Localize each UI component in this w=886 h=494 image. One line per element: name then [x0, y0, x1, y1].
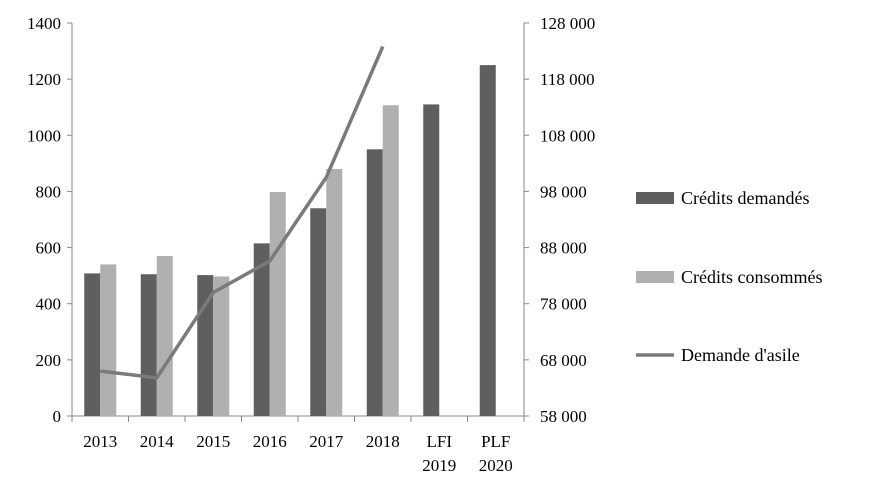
tick-labels: 0 200 400 600 800 1000 1200 1400 58 000 68 000 78 … [27, 14, 595, 475]
x-tick-label-line: 2015 [196, 432, 230, 451]
x-tick-label-line: 2017 [309, 432, 344, 451]
left-tick-label: 1200 [27, 70, 61, 89]
left-tick-label: 1000 [27, 126, 61, 145]
bar-credits-consommes [382, 105, 399, 417]
right-tick-label: 128 000 [540, 14, 595, 33]
bar-credits-consommes [156, 255, 173, 416]
bar-credits-consommes [100, 264, 117, 416]
bar-credits-demandes [310, 208, 327, 416]
x-tick-label: 2015 [196, 432, 230, 451]
left-tick-label: 0 [53, 407, 62, 426]
left-tick-label: 400 [36, 295, 62, 314]
legend-swatch [636, 192, 674, 204]
right-tick-label: 78 000 [540, 295, 587, 314]
x-tick-label-line: 2019 [422, 456, 456, 475]
legend: Crédits demandés Crédits consommés Demande… [636, 188, 823, 365]
lines [100, 45, 385, 380]
legend-label: Demande d'asile [681, 345, 800, 365]
x-tick-label: 2018 [366, 432, 400, 451]
x-tick-label: LFI 2019 [422, 432, 456, 475]
right-tick-label: 68 000 [540, 351, 587, 370]
x-tick-label-line: 2018 [366, 432, 400, 451]
bar-credits-consommes [213, 276, 230, 416]
right-tick-label: 88 000 [540, 239, 587, 258]
left-tick-label: 600 [36, 239, 62, 258]
bar-credits-consommes [326, 168, 343, 416]
right-tick-label: 108 000 [540, 126, 595, 145]
x-tick-label-line: PLF [481, 432, 510, 451]
x-tick-label-line: 2014 [140, 432, 175, 451]
x-tick-label-line: LFI [427, 432, 453, 451]
legend-label: Crédits consommés [681, 267, 823, 287]
bar-credits-demandes [84, 273, 101, 416]
right-tick-label: 98 000 [540, 182, 587, 201]
x-tick-label: 2013 [83, 432, 117, 451]
bar-credits-demandes [423, 104, 440, 417]
x-tick-label-line: 2016 [253, 432, 287, 451]
bar-credits-demandes [479, 65, 496, 416]
legend-swatch [636, 271, 674, 283]
line-demande-asile [100, 45, 385, 380]
x-tick-label-line: 2013 [83, 432, 117, 451]
legend-label: Crédits demandés [681, 188, 809, 208]
bar-credits-demandes [140, 274, 157, 416]
axes [67, 22, 529, 422]
bar-credits-demandes [366, 149, 383, 417]
bars [84, 65, 496, 417]
bar-credits-consommes [269, 191, 286, 416]
x-tick-label: PLF 2020 [479, 432, 513, 475]
bar-credits-demandes [253, 243, 270, 416]
x-tick-label: 2014 [140, 432, 175, 451]
left-tick-label: 200 [36, 351, 62, 370]
right-tick-label: 58 000 [540, 407, 587, 426]
x-tick-label: 2016 [253, 432, 287, 451]
left-tick-label: 800 [36, 182, 62, 201]
left-tick-label: 1400 [27, 14, 61, 33]
x-tick-label: 2017 [309, 432, 344, 451]
right-tick-label: 118 000 [540, 70, 595, 89]
x-tick-label-line: 2020 [479, 456, 513, 475]
